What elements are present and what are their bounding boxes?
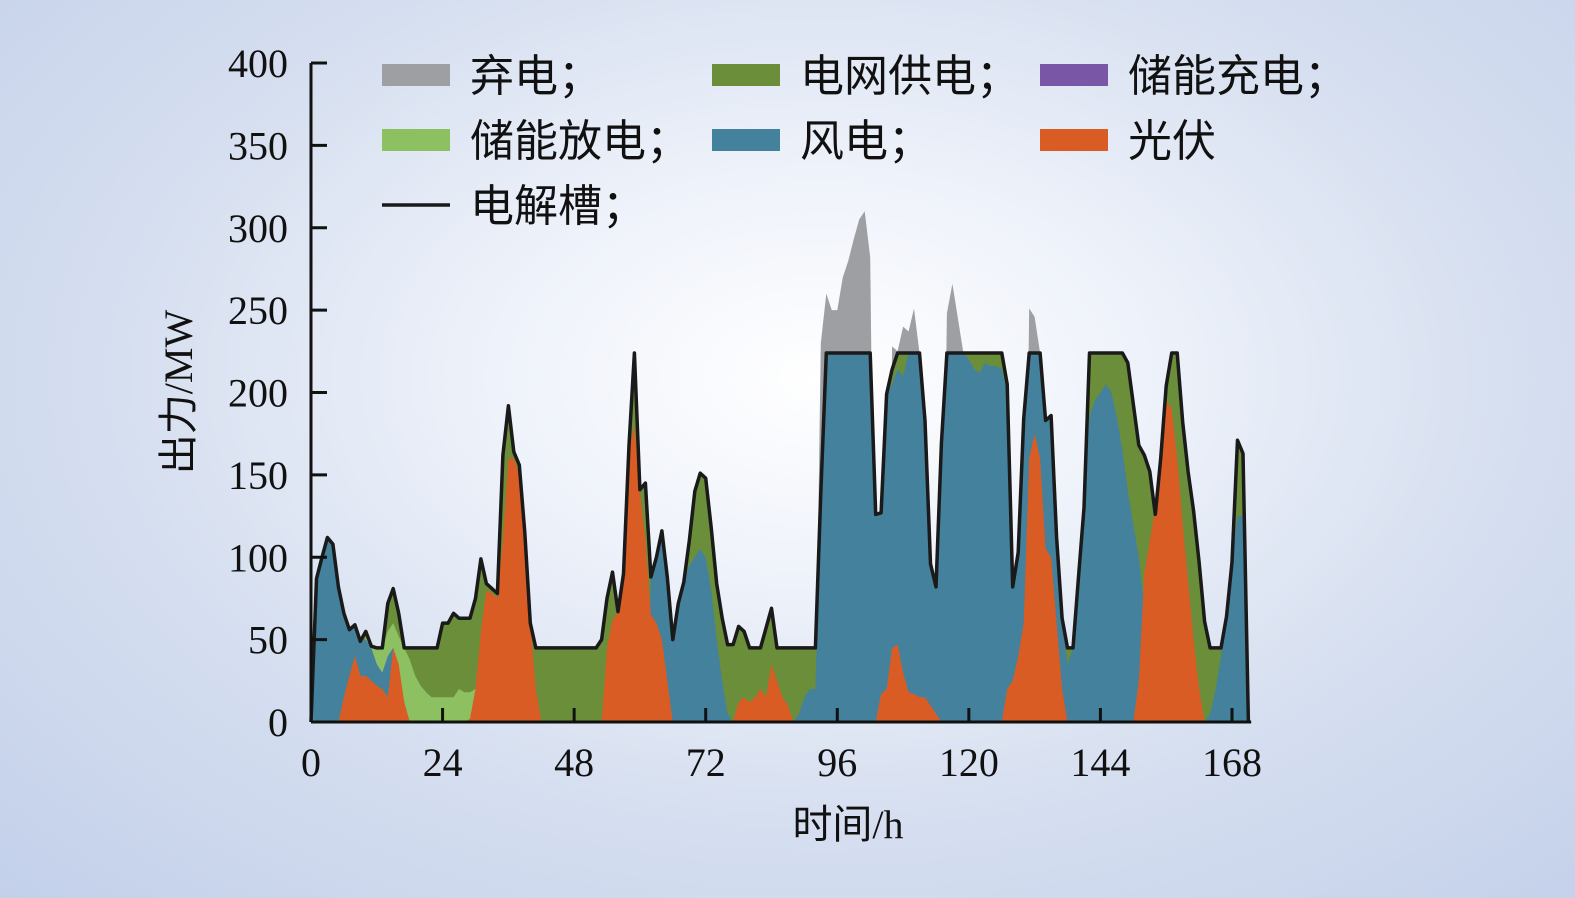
legend-label: 风电； — [800, 117, 932, 166]
x-tick-label: 96 — [817, 740, 857, 785]
electrolyzer-line — [309, 351, 1251, 723]
y-tick-label: 350 — [228, 123, 288, 168]
x-tick-label: 24 — [423, 740, 463, 785]
legend-label: 弃电； — [470, 52, 602, 101]
y-axis-title: 出力/MW — [156, 310, 201, 475]
legend-swatch — [1040, 64, 1108, 86]
legend-swatch — [1040, 129, 1108, 151]
stacked-areas — [309, 211, 1251, 723]
x-axis-title: 时间/h — [792, 802, 903, 847]
y-tick-label: 300 — [228, 206, 288, 251]
x-tick-label: 72 — [686, 740, 726, 785]
legend-label: 光伏 — [1128, 117, 1216, 166]
pv-area — [311, 400, 1249, 722]
x-tick-label: 48 — [554, 740, 594, 785]
y-tick-label: 0 — [268, 700, 288, 745]
y-tick-label: 200 — [228, 371, 288, 416]
legend-swatch — [712, 129, 780, 151]
legend-swatch — [712, 64, 780, 86]
x-tick-label: 120 — [939, 740, 999, 785]
axes: 0 50 100 150 200 250 300 350 400 0 24 48 72 96 120 144 1… — [228, 41, 1262, 785]
legend-swatch — [382, 64, 450, 86]
y-tick-label: 400 — [228, 41, 288, 86]
legend-label: 电网供电； — [800, 52, 1020, 101]
x-tick-label: 0 — [301, 740, 321, 785]
y-tick-label: 50 — [248, 618, 288, 663]
x-tick-label: 144 — [1070, 740, 1130, 785]
y-tick-label: 150 — [228, 453, 288, 498]
y-tick-label: 250 — [228, 288, 288, 333]
y-tick-label: 100 — [228, 535, 288, 580]
x-tick-label: 168 — [1202, 740, 1262, 785]
legend-label: 储能充电； — [1128, 52, 1348, 101]
legend-label: 储能放电； — [470, 117, 690, 166]
wind-area — [311, 353, 1249, 722]
legend-label: 电解槽； — [470, 182, 646, 231]
legend-swatch — [382, 129, 450, 151]
